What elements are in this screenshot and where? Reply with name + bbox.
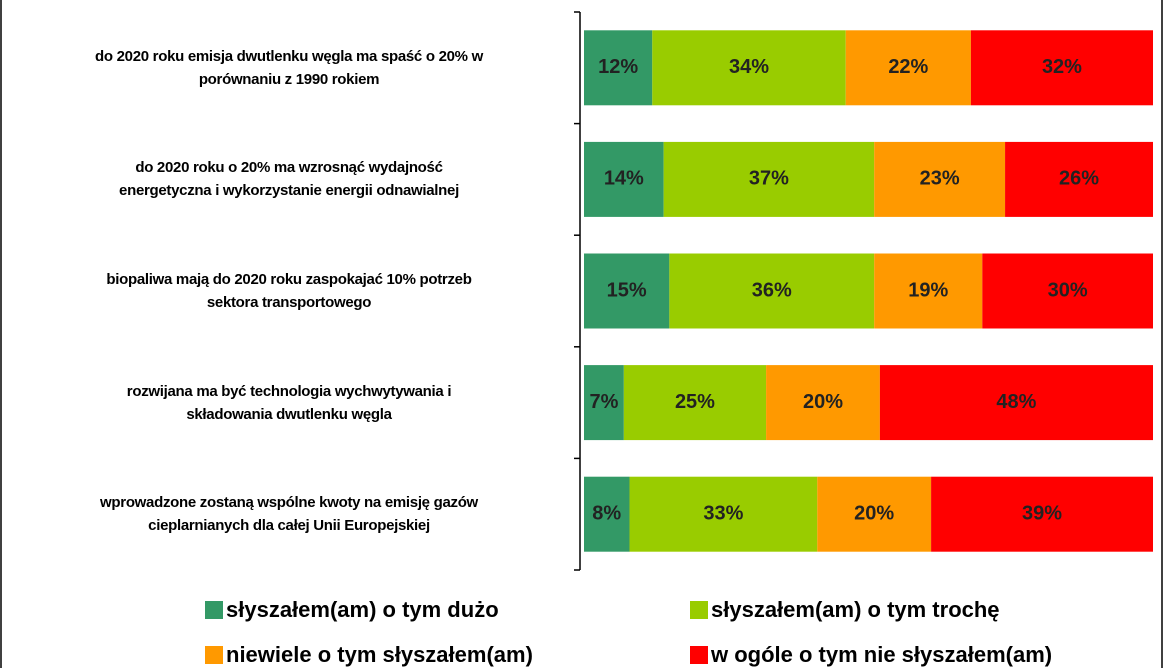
data-label: 19%	[908, 279, 948, 301]
bar-segment	[845, 30, 971, 106]
bar-segment	[652, 30, 846, 106]
data-label: 30%	[1048, 279, 1088, 301]
bar-segment	[766, 365, 880, 441]
legend-label: niewiele o tym słyszałem(am)	[226, 642, 533, 667]
data-label: 25%	[675, 391, 715, 413]
category-label: do 2020 roku emisja dwutlenku węgla ma s…	[95, 47, 483, 88]
category-label: rozwijana ma być technologia wychwytywan…	[126, 382, 452, 423]
bar-segment	[970, 30, 1153, 106]
bar-segment	[584, 253, 670, 329]
data-label: 20%	[803, 391, 843, 413]
bar-segment	[817, 476, 932, 552]
data-label: 20%	[854, 502, 894, 524]
bar-segment	[1005, 141, 1153, 217]
data-label: 22%	[888, 56, 928, 78]
bar-segment	[669, 253, 875, 329]
data-label: 7%	[589, 391, 618, 413]
bar-segment	[982, 253, 1153, 329]
data-label: 32%	[1042, 56, 1082, 78]
bar-segment	[584, 30, 653, 106]
bar-segment	[629, 476, 818, 552]
data-label: 23%	[920, 168, 960, 190]
data-label: 8%	[592, 502, 621, 524]
bar-segment	[874, 141, 1006, 217]
legend-label: w ogóle o tym nie słyszałem(am)	[710, 642, 1052, 667]
bar-segment	[874, 253, 983, 329]
legend-swatch	[690, 601, 708, 619]
bar-segment	[623, 365, 767, 441]
legend-swatch	[205, 601, 223, 619]
category-label: wprowadzone zostaną wspólne kwoty na emi…	[100, 494, 478, 535]
data-label: 15%	[607, 279, 647, 301]
legend-label: słyszałem(am) o tym dużo	[226, 597, 499, 622]
data-label: 12%	[598, 56, 638, 78]
data-label: 26%	[1059, 168, 1099, 190]
data-label: 48%	[996, 391, 1036, 413]
bar-segment	[584, 476, 630, 552]
legend-swatch	[690, 646, 708, 664]
bar-segment	[584, 141, 664, 217]
data-label: 37%	[749, 168, 789, 190]
data-label: 36%	[752, 279, 792, 301]
legend-label: słyszałem(am) o tym trochę	[711, 597, 1000, 622]
bar-segment	[931, 476, 1153, 552]
legend-swatch	[205, 646, 223, 664]
bar-segment	[663, 141, 875, 217]
bar-segment	[879, 365, 1153, 441]
bar-segment	[584, 365, 624, 441]
data-label: 34%	[729, 56, 769, 78]
data-label: 33%	[703, 502, 743, 524]
data-label: 39%	[1022, 502, 1062, 524]
category-label: do 2020 roku o 20% ma wzrosnąć wydajność…	[119, 159, 459, 200]
data-label: 14%	[604, 168, 644, 190]
category-label: biopaliwa mają do 2020 roku zaspokajać 1…	[106, 271, 472, 311]
